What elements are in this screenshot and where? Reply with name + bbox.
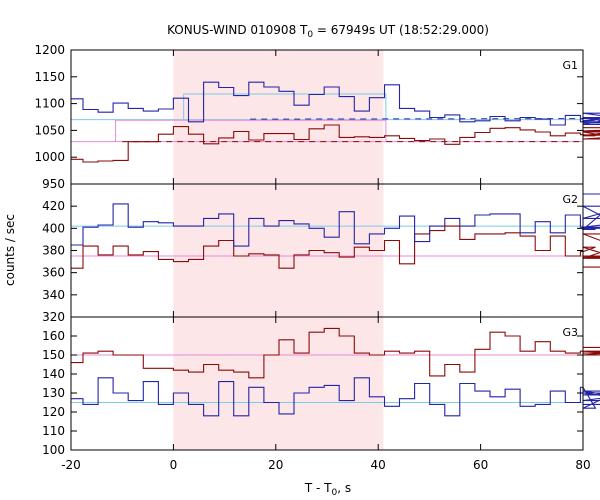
g3-panel-label: G3 (562, 326, 578, 339)
g2-series-red (71, 225, 600, 269)
chart-title: KONUS-WIND 010908 T0 = 67949s UT (18:52:… (167, 23, 489, 40)
interval-highlight-layer (173, 50, 384, 450)
g1-series-red (71, 124, 600, 163)
y-axis-label: counts / sec (3, 214, 17, 286)
g3-ytick-label: 130 (42, 386, 65, 400)
g3-frame (70, 316, 584, 451)
g2-ytick-label: 340 (42, 288, 65, 302)
panel-g1 (71, 81, 600, 163)
g3-ytick-label: 100 (42, 443, 65, 457)
g3-ytick-label: 160 (42, 329, 65, 343)
g2-ytick-label: 360 (42, 266, 65, 280)
g2-ytick-label: 320 (42, 310, 65, 324)
g2-ytick-label: 400 (42, 221, 65, 235)
g2-ytick-label: 380 (42, 244, 65, 258)
g1-average-level-red (115, 119, 387, 142)
g1-ytick-label: 1100 (34, 97, 65, 111)
g2-series-blue (71, 193, 600, 247)
g1-ytick-label: 1000 (34, 150, 65, 164)
source-interval-band (173, 50, 384, 450)
x-tick-label: 60 (473, 458, 488, 472)
g1-panel-label: G1 (562, 59, 578, 72)
g1-series-blue (71, 81, 600, 126)
g3-ytick-label: 110 (42, 424, 65, 438)
x-axis-label: T - T0, s (304, 481, 351, 498)
g3-ytick-label: 150 (42, 348, 65, 362)
g1-fit-line-blue (250, 118, 584, 120)
frame-layer: 95010001050110011501200G1320340360380400… (34, 43, 590, 472)
x-tick-label: 80 (575, 458, 590, 472)
g3-ytick-label: 120 (42, 405, 65, 419)
g1-ytick-label: 950 (42, 177, 65, 191)
x-tick-label: 40 (371, 458, 386, 472)
g3-series-red (71, 327, 600, 379)
g3-series-blue (71, 377, 600, 417)
x-tick-label: 20 (268, 458, 283, 472)
g2-ytick-label: 420 (42, 199, 65, 213)
x-tick-label: 0 (170, 458, 178, 472)
x-tick-label: -20 (61, 458, 81, 472)
panel-g3 (71, 327, 600, 417)
g1-ytick-label: 1150 (34, 70, 65, 84)
g2-panel-label: G2 (562, 193, 578, 206)
data-layer (71, 81, 600, 417)
g1-average-level-blue (183, 93, 387, 120)
g1-ytick-label: 1200 (34, 43, 65, 57)
g1-ytick-label: 1050 (34, 123, 65, 137)
g3-ytick-label: 140 (42, 367, 65, 381)
panel-g2 (71, 193, 600, 269)
